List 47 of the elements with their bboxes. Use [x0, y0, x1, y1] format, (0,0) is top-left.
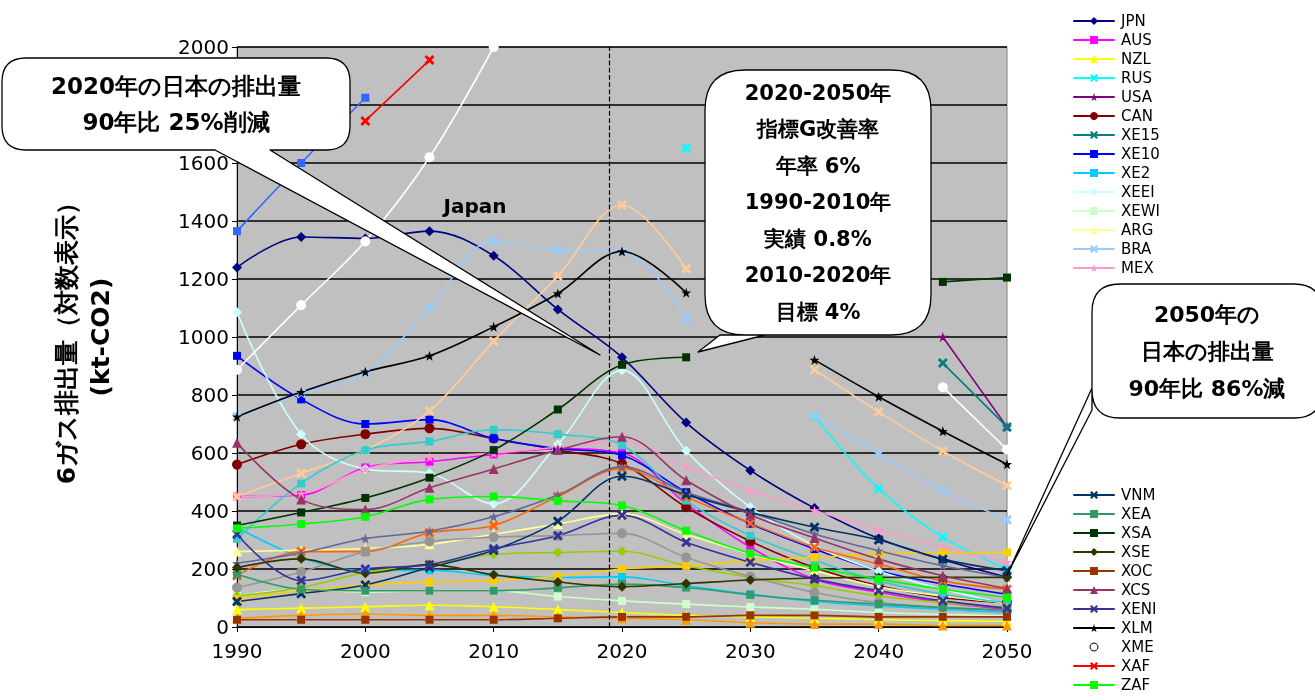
- y-tick-label: 600: [190, 441, 229, 465]
- legend-label: JPN: [1120, 12, 1146, 30]
- legend-label: XENI: [1121, 600, 1157, 618]
- y-tick-label: 0: [216, 615, 229, 639]
- legend-label: NZL: [1121, 50, 1152, 68]
- legend-label: XEA: [1121, 505, 1152, 523]
- y-tick-label: 200: [190, 557, 229, 581]
- legend-label: MEX: [1121, 259, 1154, 277]
- legend-label: XLM: [1121, 619, 1153, 637]
- legend-label: CAN: [1121, 107, 1153, 125]
- legend-label: AUS: [1121, 31, 1152, 49]
- legend-label: XAF: [1121, 657, 1151, 675]
- legend-label: RUS: [1121, 69, 1152, 87]
- y-axis-title: 6ガス排出量（対数表示） (kt-CO2): [51, 189, 115, 485]
- y-tick-label: 1200: [178, 267, 229, 291]
- legend-label: USA: [1121, 88, 1153, 106]
- annotation: 2020-2050年指標G改善率年率 6%1990-2010年実績 0.8%2010-2020年目標 4%: [743, 79, 893, 326]
- y-tick-label: 1600: [178, 151, 229, 175]
- legend-label: XSE: [1121, 543, 1151, 561]
- legend-label: VNM: [1121, 486, 1156, 504]
- legend-label: XEEI: [1121, 183, 1155, 201]
- x-tick-label: 2050: [981, 639, 1033, 663]
- annotation: Japan: [441, 194, 508, 218]
- legend-label: XME: [1121, 638, 1154, 656]
- legend-label: ARG: [1121, 221, 1154, 239]
- legend-label: XE2: [1121, 164, 1151, 182]
- legend-label: XCS: [1121, 581, 1151, 599]
- y-tick-label: 400: [190, 499, 229, 523]
- y-tick-label: 2000: [178, 35, 229, 59]
- x-tick-label: 2040: [853, 639, 905, 663]
- text: 2050年の日本の排出量90年比 86%減: [1127, 300, 1287, 403]
- annotation: 2020年の日本の排出量90年比 25%削減: [50, 72, 302, 137]
- legend-label: XSA: [1121, 524, 1153, 542]
- legend-label: ZAF: [1121, 676, 1151, 694]
- legend-label: XE10: [1121, 145, 1160, 163]
- x-tick-label: 2020: [596, 639, 648, 663]
- legend-label: BRA: [1121, 240, 1153, 258]
- legend-label: XEWI: [1121, 202, 1161, 220]
- x-tick-label: 1990: [211, 639, 263, 663]
- y-tick-label: 1000: [178, 325, 229, 349]
- x-tick-label: 2010: [468, 639, 520, 663]
- legend-label: XOC: [1121, 562, 1153, 580]
- x-tick-label: 2000: [339, 639, 391, 663]
- y-tick-label: 800: [190, 383, 229, 407]
- legend-label: XE15: [1121, 126, 1160, 144]
- y-tick-label: 1400: [178, 209, 229, 233]
- x-tick-label: 2030: [724, 639, 776, 663]
